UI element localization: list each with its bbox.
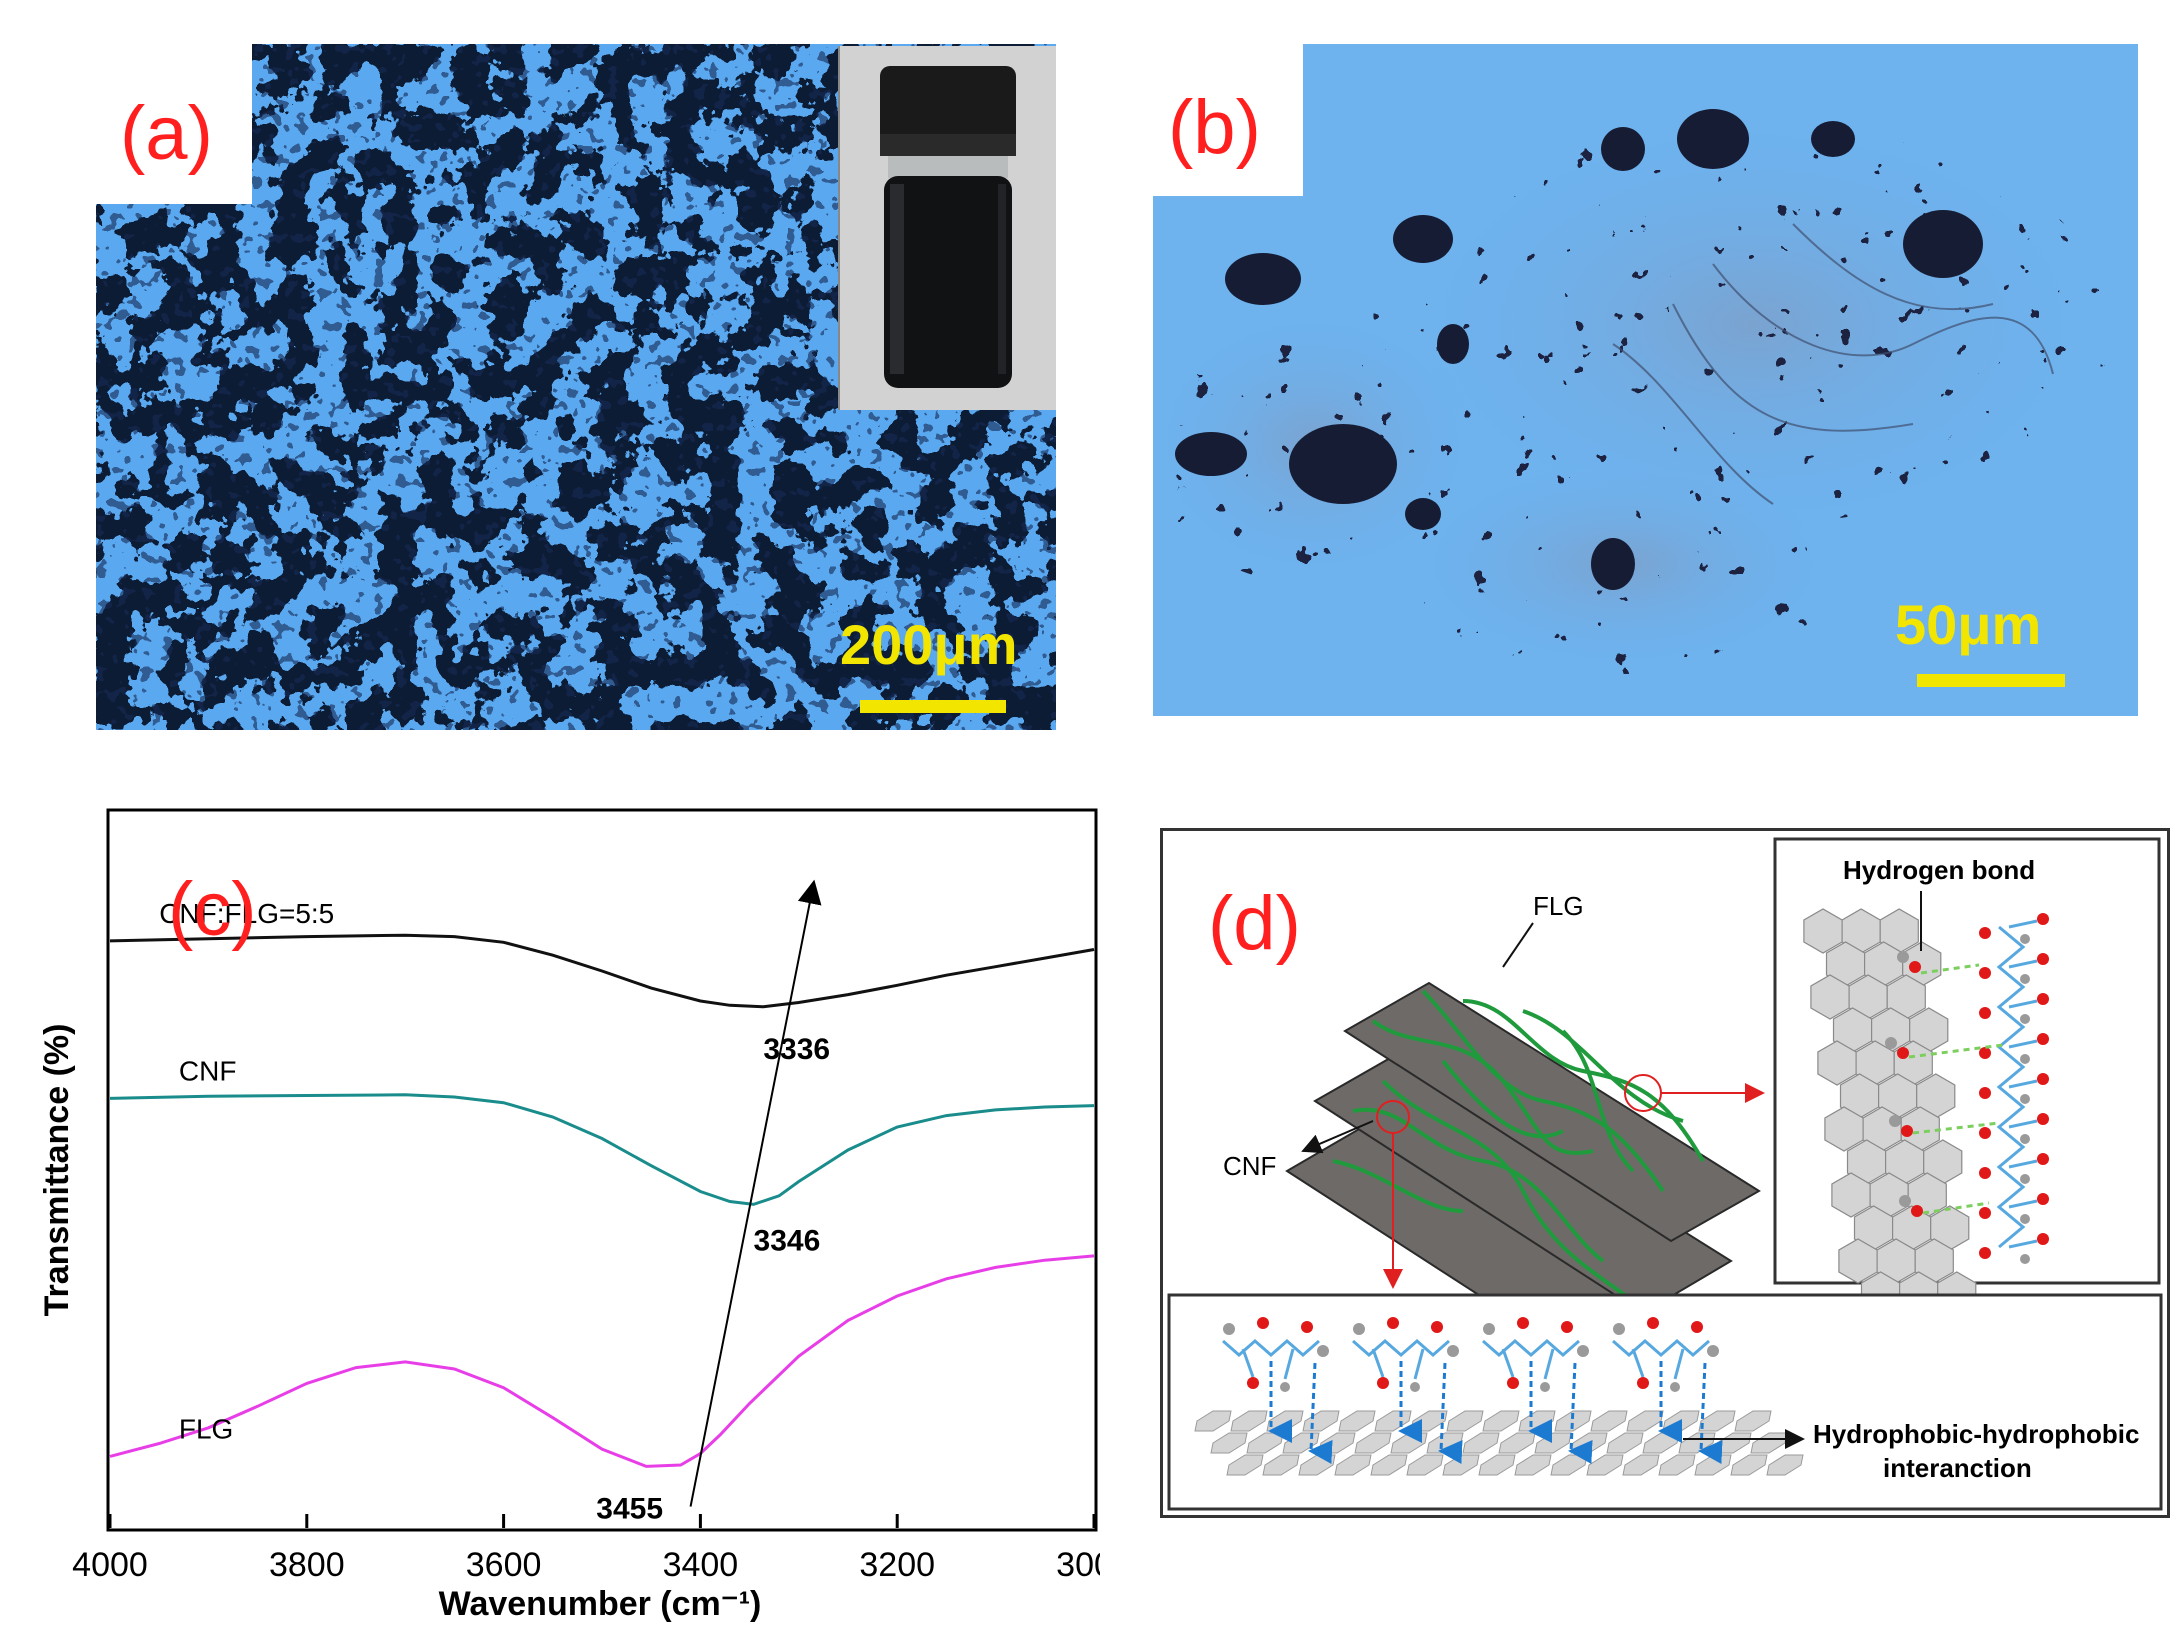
series-label-2: FLG <box>179 1413 233 1444</box>
y-axis-label: Transmittance (%) <box>40 1024 76 1317</box>
peak-annotation: 3346 <box>754 1224 821 1257</box>
series-line-0 <box>109 933 1095 1009</box>
panel-c-ftir-chart: 4000 3800 3600 3400 3200 3000 CNF:FLG=5:5 CNF F… <box>40 800 1100 1640</box>
cnf-pointer <box>1301 1120 1374 1154</box>
hydrogen-bond-inset: Hydrogen bond <box>1773 837 2161 1317</box>
flg-pointer <box>1502 922 1534 968</box>
hydrogen-bond-label: Hydrogen bond <box>1843 855 2035 885</box>
x-axis-label: Wavenumber (cm⁻¹) <box>439 1585 762 1623</box>
panel-d-diagram: FLG CNF Hydrogen bond Hydrophobic-hydrop… <box>1167 837 2163 1511</box>
series-label-1: CNF <box>179 1055 237 1086</box>
x-tick-label: 3000 <box>1056 1546 1100 1584</box>
panel-label-c: (c) <box>168 867 257 952</box>
panel-b-micrograph: 50μm <box>1153 44 2138 716</box>
cellulose-chain-vertical <box>1885 913 2049 1264</box>
x-tick-label: 3200 <box>859 1546 935 1584</box>
panel-label-b: (b) <box>1168 85 1261 170</box>
series-label-0: CNF:FLG=5:5 <box>159 898 334 929</box>
scale-bar-a <box>860 700 1006 713</box>
hydrophobic-inset: Hydrophobic-hydrophobic interanction <box>1167 1293 2163 1511</box>
x-tick-label: 3600 <box>466 1546 542 1584</box>
shift-arrow <box>689 879 822 1507</box>
scale-bar-label-a: 200μm <box>840 613 1018 676</box>
x-tick-label: 3400 <box>663 1546 739 1584</box>
peak-annotation: 3336 <box>763 1033 830 1066</box>
hydrophobic-label-line2: interanction <box>1883 1453 2032 1483</box>
cnf-fibers <box>1332 989 1705 1303</box>
ftir-chart-svg: 4000 3800 3600 3400 3200 3000 CNF:FLG=5:5 CNF F… <box>40 808 1100 1623</box>
panel-b-image <box>1153 44 2138 716</box>
vial-inset-photo <box>838 46 1056 410</box>
scale-bar-b <box>1917 674 2065 687</box>
panel-label-d: (d) <box>1208 881 1301 966</box>
panel-d-schematic: FLG CNF Hydrogen bond Hydrophobic-hydrop… <box>1160 828 2170 1518</box>
cellulose-chain-horizontal <box>1222 1317 1723 1464</box>
cnf-label: CNF <box>1223 1151 1276 1181</box>
panel-a-micrograph: 200μm <box>96 44 1056 730</box>
peak-annotation: 3455 <box>596 1492 663 1525</box>
x-tick-label: 4000 <box>72 1546 148 1584</box>
series-line-1 <box>109 1093 1095 1206</box>
flg-label: FLG <box>1533 891 1584 921</box>
panel-label-a: (a) <box>120 91 213 176</box>
chart-plot-frame <box>106 808 1098 1532</box>
scale-bar-label-b: 50μm <box>1895 593 2042 656</box>
series-line-2 <box>109 1254 1095 1468</box>
vial-icon <box>840 46 1056 410</box>
hydrophobic-label-line1: Hydrophobic-hydrophobic <box>1813 1419 2139 1449</box>
x-tick-label: 3800 <box>269 1546 345 1584</box>
